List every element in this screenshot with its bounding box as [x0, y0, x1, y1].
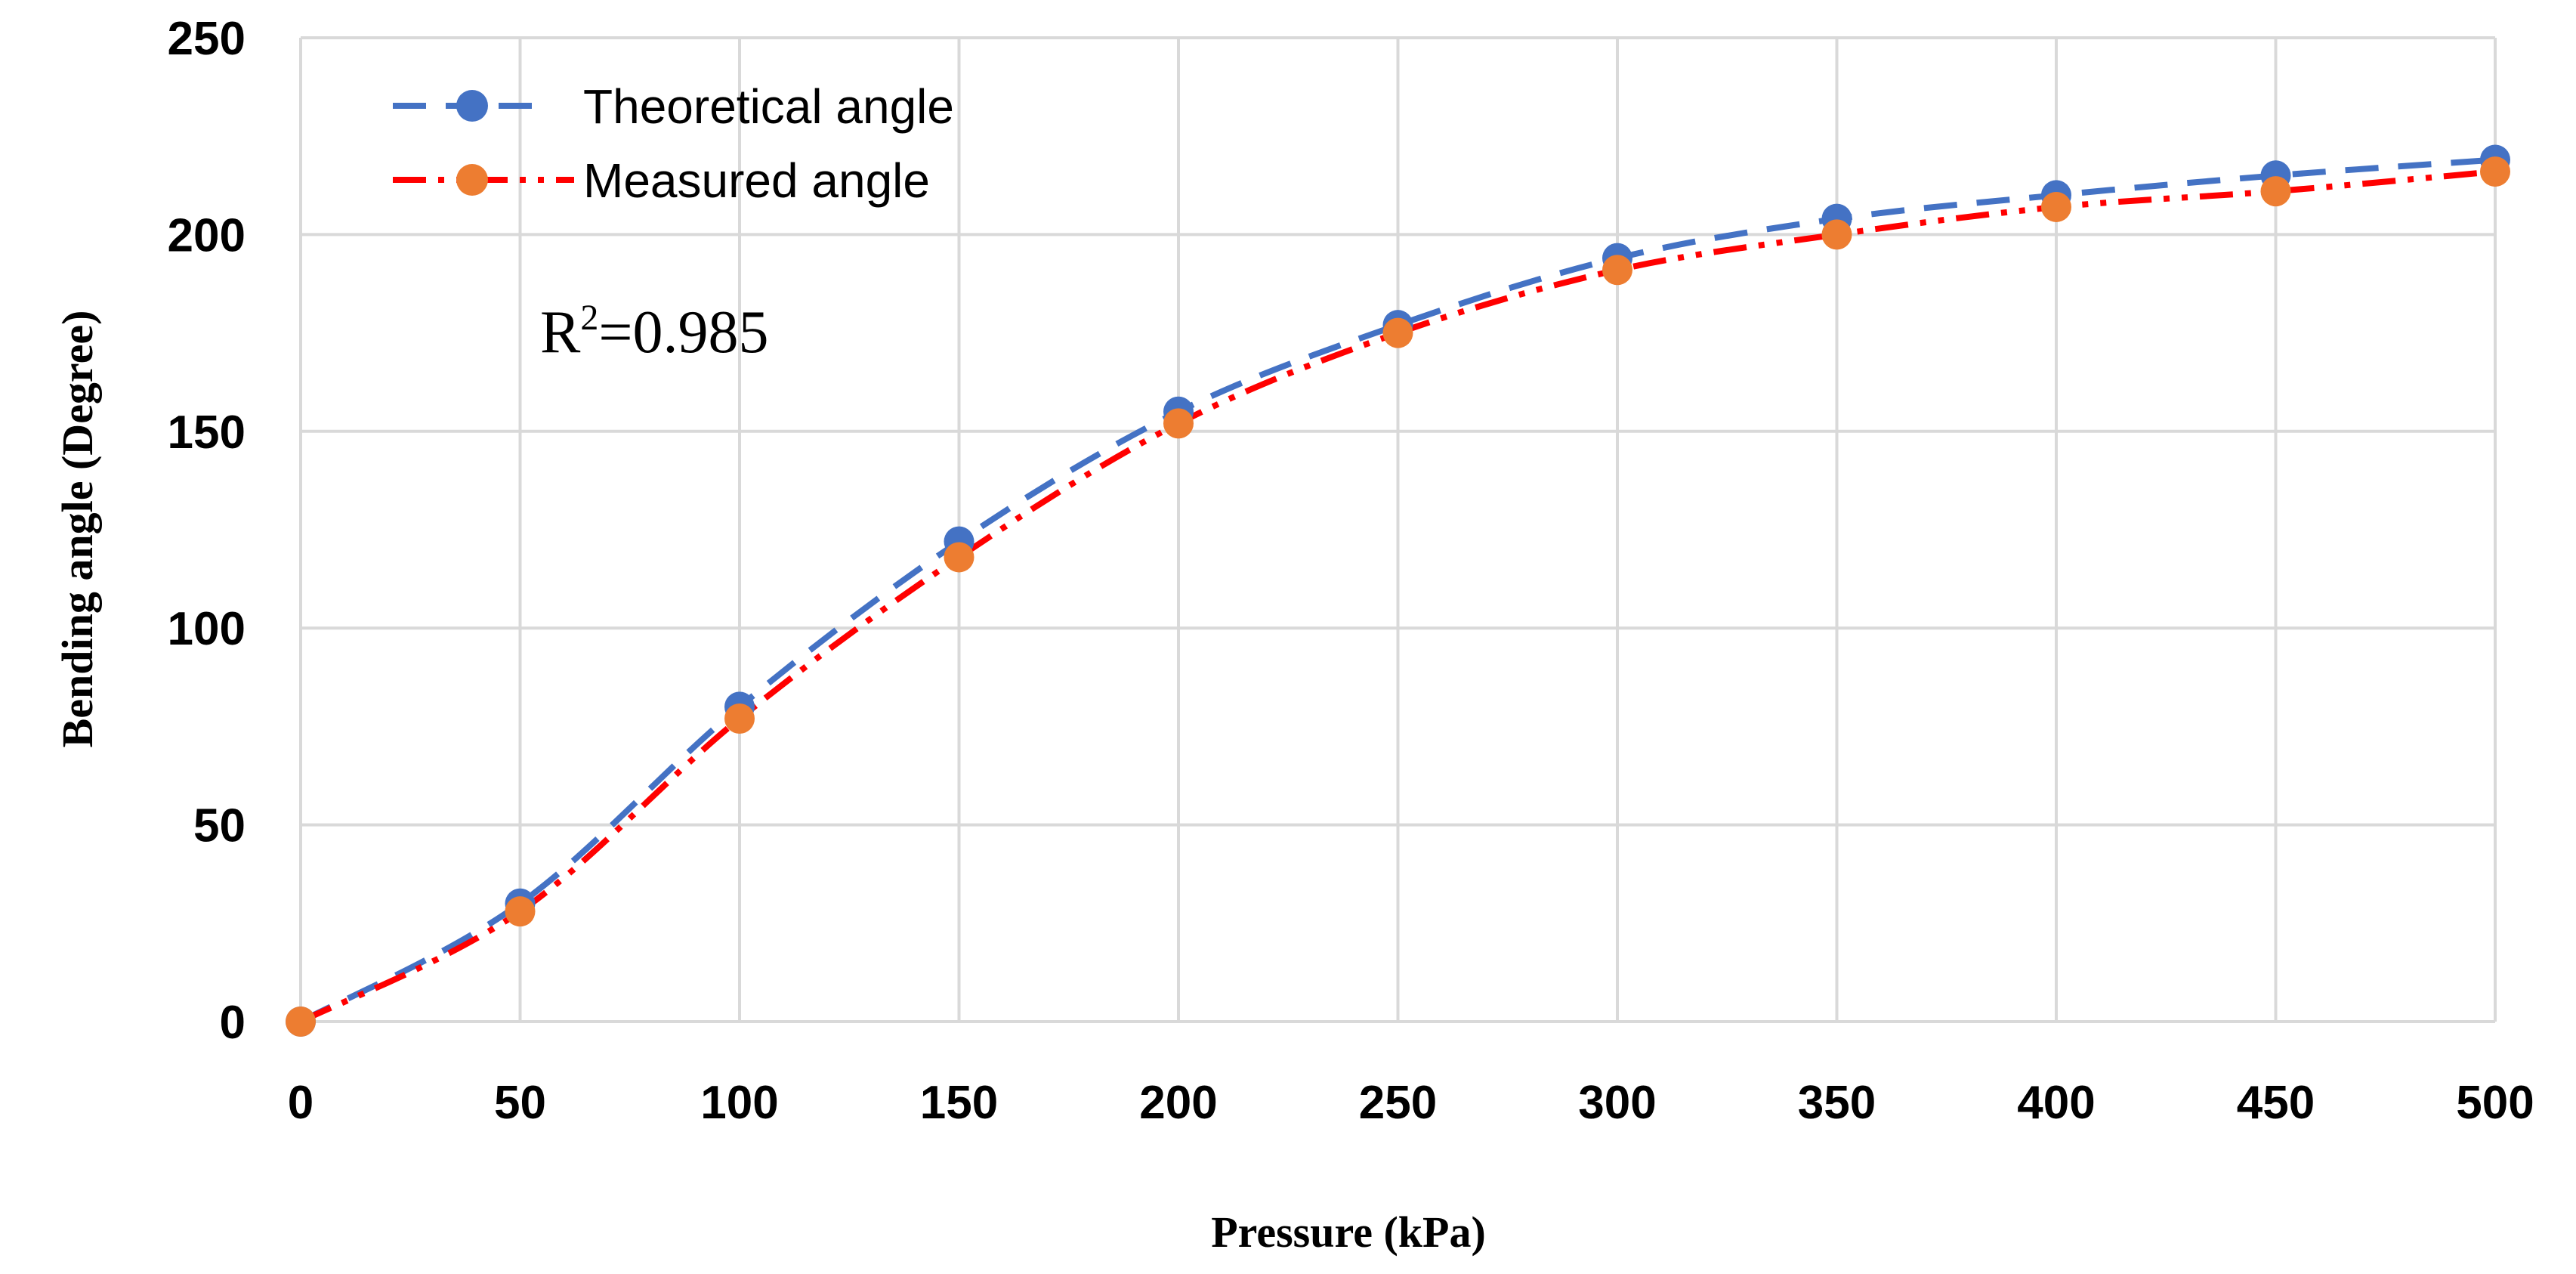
legend-label-measured: Measured angle: [583, 153, 930, 208]
x-axis-title: Pressure (kPa): [1211, 1208, 1486, 1257]
r-squared-annotation: R2=0.985: [540, 298, 768, 366]
grid-lines: [299, 36, 2497, 1023]
x-tick-label: 200: [1139, 1077, 1217, 1129]
x-tick-label: 150: [920, 1077, 998, 1129]
r-squared-superscript: 2: [580, 298, 598, 338]
measured-point: [1821, 219, 1852, 250]
measured-point: [286, 1007, 316, 1037]
x-tick-label: 450: [2237, 1077, 2315, 1129]
measured-point: [2041, 191, 2071, 222]
y-tick-label: 0: [220, 997, 246, 1049]
x-tick-label: 350: [1798, 1077, 1876, 1129]
measured-point: [1602, 255, 1632, 286]
y-tick-label: 200: [168, 209, 246, 261]
x-tick-label: 100: [700, 1077, 778, 1129]
series-line-theoretical: [299, 156, 2496, 1025]
x-tick-label: 250: [1359, 1077, 1437, 1129]
series-line-measured: [299, 169, 2496, 1025]
x-tick-label: 500: [2456, 1077, 2534, 1129]
legend-swatch-marker-measured: [456, 164, 488, 196]
measured-point: [1163, 408, 1194, 439]
tick-labels: 0 50 100 150 200 250 300 350 400 450 500 0 50 100 150 2…: [168, 13, 2534, 1129]
y-tick-label: 250: [168, 13, 246, 65]
legend: Theoretical angle Measured angle: [393, 79, 954, 208]
measured-point: [2480, 156, 2510, 187]
measured-point: [505, 896, 536, 927]
measured-point: [1382, 317, 1413, 348]
x-tick-label: 0: [288, 1077, 314, 1129]
legend-label-theoretical: Theoretical angle: [583, 79, 954, 134]
y-axis-title: Bending angle (Degree): [53, 311, 102, 748]
r-squared-value: =0.985: [598, 299, 768, 366]
x-tick-label: 50: [494, 1077, 546, 1129]
y-tick-label: 50: [193, 800, 246, 852]
y-tick-label: 150: [168, 407, 246, 459]
measured-point: [724, 703, 755, 734]
x-tick-label: 300: [1578, 1077, 1656, 1129]
series-layer: [286, 144, 2510, 1037]
legend-swatch-marker-theoretical: [456, 90, 488, 122]
y-tick-label: 100: [168, 603, 246, 655]
legend-item-measured: Measured angle: [393, 153, 930, 208]
measured-point: [944, 542, 974, 573]
x-tick-label: 400: [2017, 1077, 2095, 1129]
legend-item-theoretical: Theoretical angle: [393, 79, 954, 134]
r-squared-base: R: [540, 299, 581, 366]
measured-point: [2260, 176, 2291, 207]
